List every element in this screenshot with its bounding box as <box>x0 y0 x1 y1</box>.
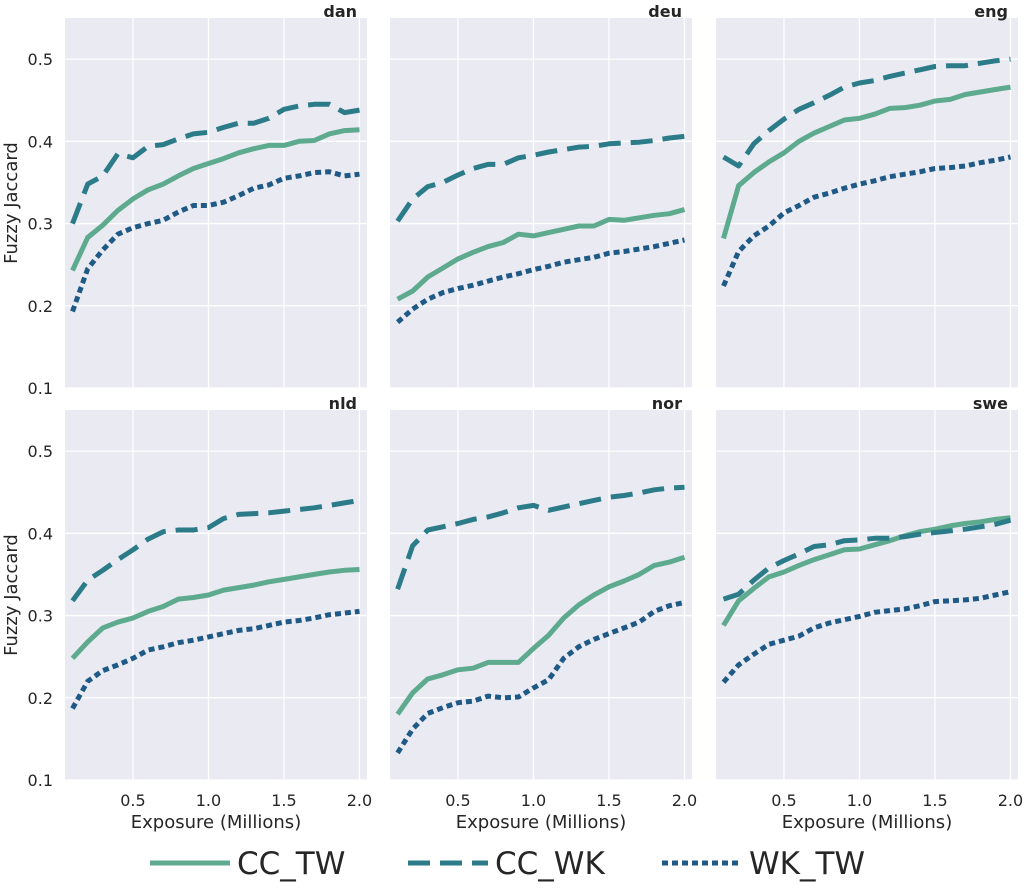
panel-eng: eng <box>716 2 1018 389</box>
series-line-cc-wk <box>70 101 360 225</box>
series-line-cc-tw <box>396 207 686 302</box>
x-tick-label: 0.5 <box>120 791 145 810</box>
x-tick-label: 1.0 <box>521 791 546 810</box>
x-tick-label: 1.0 <box>196 791 221 810</box>
x-tick-label: 2.0 <box>998 791 1023 810</box>
panel-title: dan <box>323 2 357 21</box>
legend: CC_TW CC_WK WK_TW <box>150 846 865 882</box>
y-tick-label: 0.5 <box>28 442 53 461</box>
series-line-cc-wk <box>722 56 1011 169</box>
panel-dan: dan 0.1 0.2 0.3 0.4 0.5 Fuzzy Jaccard <box>1 2 367 398</box>
x-tick-label: 1.5 <box>271 791 296 810</box>
legend-item-cc-wk: CC_WK <box>408 846 605 882</box>
y-tick-label: 0.1 <box>28 771 53 790</box>
y-tick-label: 0.4 <box>28 132 53 151</box>
x-axis-label: Exposure (Millions) <box>782 812 952 833</box>
y-tick-label: 0.1 <box>28 379 53 398</box>
y-tick-label: 0.3 <box>28 607 53 626</box>
panel-title: nor <box>652 394 682 413</box>
panel-title: deu <box>648 2 682 21</box>
legend-label: CC_TW <box>237 846 345 882</box>
y-tick-label: 0.3 <box>28 215 53 234</box>
series-line-wk-tw <box>721 589 1012 684</box>
x-axis-label: Exposure (Millions) <box>131 812 301 833</box>
panels-group: dan 0.1 0.2 0.3 0.4 0.5 Fuzzy Jaccard deu eng nld… <box>1 2 1023 833</box>
series-line-cc-wk <box>70 497 360 603</box>
x-axis-label: Exposure (Millions) <box>456 812 626 833</box>
panel-background <box>390 18 692 388</box>
panel-background <box>390 410 692 780</box>
panel-title: eng <box>974 2 1008 21</box>
legend-item-cc-tw: CC_TW <box>150 846 345 882</box>
series-line-cc-tw <box>721 515 1011 627</box>
panel-title: nld <box>329 394 357 413</box>
x-tick-label: 0.5 <box>445 791 470 810</box>
panel-nor: nor 0.5 1.0 1.5 2.0 Exposure (Millions) <box>390 394 697 833</box>
series-line-cc-wk <box>395 133 685 223</box>
x-tick-label: 2.0 <box>347 791 372 810</box>
series-line-cc-wk <box>395 484 685 591</box>
series-line-cc-tw <box>395 554 686 716</box>
panel-swe: swe 0.5 1.0 1.5 2.0 Exposure (Millions) <box>716 394 1023 833</box>
series-line-cc-tw <box>70 567 360 660</box>
series-line-cc-tw <box>70 127 360 272</box>
x-tick-label: 1.5 <box>596 791 621 810</box>
panel-background <box>716 410 1018 780</box>
series-line-wk-tw <box>721 154 1012 288</box>
y-tick-label: 0.2 <box>28 297 53 316</box>
y-tick-label: 0.2 <box>28 689 53 708</box>
x-tick-label: 0.5 <box>771 791 796 810</box>
panel-nld: nld 0.1 0.2 0.3 0.4 0.5 Fuzzy Jaccard 0.5 1.0 1.5… <box>1 394 372 833</box>
panel-background <box>716 18 1018 388</box>
legend-label: WK_TW <box>749 846 865 882</box>
panel-title: swe <box>973 394 1008 413</box>
series-line-cc-tw <box>721 84 1011 240</box>
series-line-wk-tw <box>70 169 360 313</box>
y-tick-label: 0.4 <box>28 524 53 543</box>
x-tick-label: 2.0 <box>672 791 697 810</box>
series-line-wk-tw <box>395 237 686 325</box>
panel-deu: deu <box>390 2 692 389</box>
x-tick-label: 1.5 <box>922 791 947 810</box>
y-axis-label: Fuzzy Jaccard <box>1 142 22 264</box>
x-tick-label: 1.0 <box>847 791 872 810</box>
legend-label: CC_WK <box>495 846 605 882</box>
legend-item-wk-tw: WK_TW <box>662 846 865 882</box>
y-axis-label: Fuzzy Jaccard <box>1 534 22 656</box>
y-tick-label: 0.5 <box>28 50 53 69</box>
